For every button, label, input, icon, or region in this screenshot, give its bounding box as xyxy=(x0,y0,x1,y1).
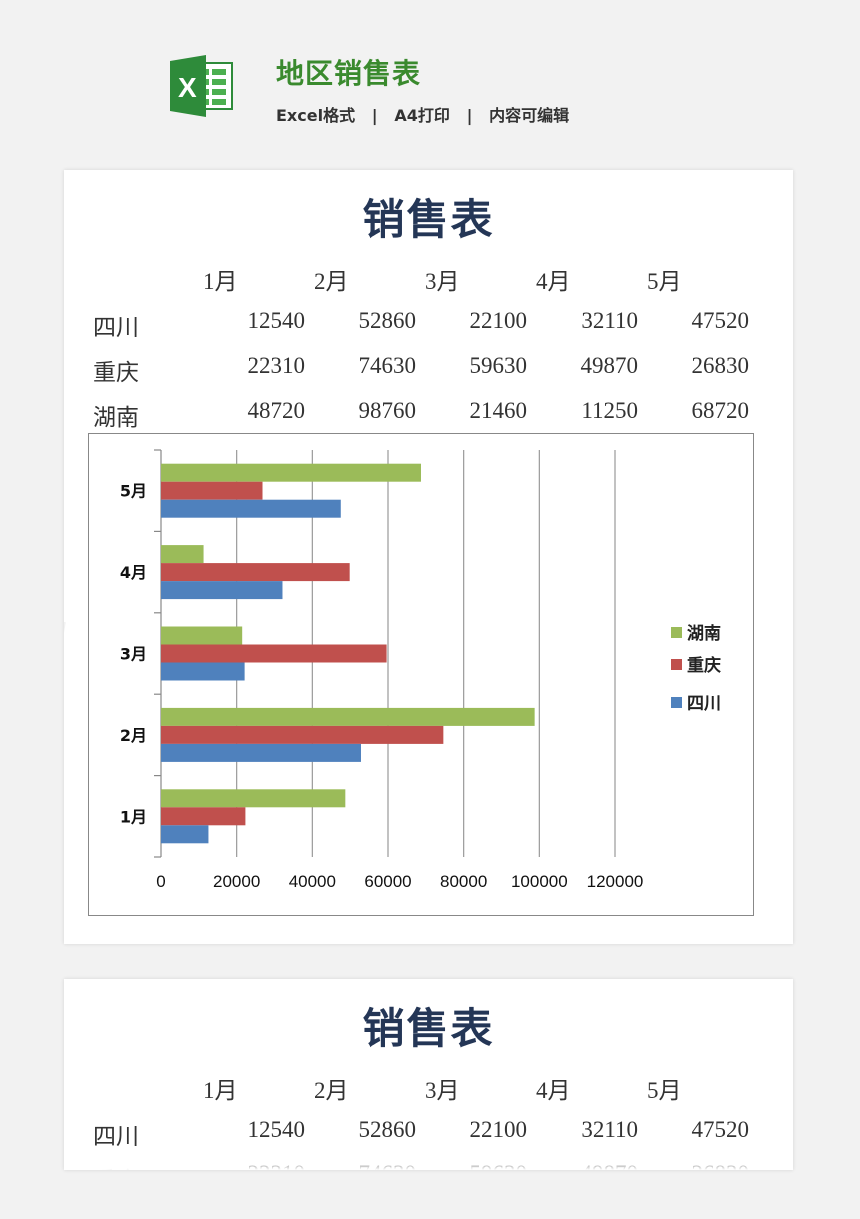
region-label: 四川 xyxy=(93,1124,139,1149)
table-cell: 48720 xyxy=(247,398,306,423)
page-header: X 地区销售表 Excel格式 | A4打印 | 内容可编辑 xyxy=(0,0,860,150)
month-header: 1月 xyxy=(203,1078,238,1103)
region-label: 湖南 xyxy=(93,405,139,430)
month-header: 1月 xyxy=(203,269,238,294)
table-cell: 52860 xyxy=(358,1117,417,1142)
table-cell: 22310 xyxy=(247,353,306,378)
bar-0-2 xyxy=(161,662,245,681)
sheet-title: 销售表 xyxy=(362,195,495,244)
legend-label: 重庆 xyxy=(687,655,721,676)
table-cell: 47520 xyxy=(691,1117,750,1142)
bar-1-1 xyxy=(161,725,444,744)
legend-swatch xyxy=(671,659,682,670)
bar-chart: 0 20000 40000 60000 80000 100000 120000 1月 2月 3月 4… xyxy=(88,433,754,916)
bar-0-0 xyxy=(161,825,209,844)
bar-1-2 xyxy=(161,644,387,663)
region-label: 重庆 xyxy=(93,360,139,385)
page-title: 地区销售表 xyxy=(276,57,422,90)
month-header: 3月 xyxy=(425,1078,460,1103)
month-header: 2月 xyxy=(314,1078,349,1103)
bar-1-3 xyxy=(161,563,350,582)
sheet-preview-2: 销售表 1月 2月 3月 4月 5月 四川 12540 52860 22100 … xyxy=(64,979,793,1170)
legend-label: 四川 xyxy=(687,694,721,714)
svg-text:X: X xyxy=(178,72,197,103)
month-header: 5月 xyxy=(647,1078,682,1103)
bar-1-4 xyxy=(161,481,263,500)
sheet-preview-1: ◇ 销售表 1月 2月 3月 4月 5月 四川 12540 52860 2210… xyxy=(64,170,793,944)
bar-2-1 xyxy=(161,707,535,726)
bar-0-1 xyxy=(161,743,361,762)
region-label: 四川 xyxy=(93,315,139,340)
bar-2-2 xyxy=(161,626,243,645)
y-category-label: 4月 xyxy=(120,563,147,582)
table-cell: 32110 xyxy=(581,308,638,333)
x-tick-label: 60000 xyxy=(364,872,411,891)
table-cell: 74630 xyxy=(358,353,417,378)
month-header: 3月 xyxy=(425,269,460,294)
x-tick-label: 80000 xyxy=(440,872,487,891)
table-cell: 12540 xyxy=(247,308,306,333)
table-cell: 32110 xyxy=(581,1117,638,1142)
bar-2-3 xyxy=(161,545,204,564)
sheet-title: 销售表 xyxy=(362,1004,495,1053)
table-cell: 11250 xyxy=(581,398,638,423)
bar-0-3 xyxy=(161,581,283,600)
table-cell: 52860 xyxy=(358,308,417,333)
bar-0-4 xyxy=(161,499,341,518)
y-category-label: 2月 xyxy=(120,726,147,745)
x-tick-label: 0 xyxy=(156,872,165,891)
table-cell: 98760 xyxy=(358,398,417,423)
x-tick-label: 20000 xyxy=(213,872,260,891)
bar-1-0 xyxy=(161,807,246,826)
y-category-label: 5月 xyxy=(120,482,147,501)
watermark: ◇ xyxy=(64,606,76,649)
legend-swatch xyxy=(671,697,682,708)
legend-label: 湖南 xyxy=(687,623,721,644)
month-header: 4月 xyxy=(536,1078,571,1103)
y-category-label: 3月 xyxy=(120,645,147,664)
excel-icon: X xyxy=(170,55,234,117)
bar-chart-svg: 0 20000 40000 60000 80000 100000 120000 1月 2月 3月 4… xyxy=(120,449,721,891)
x-tick-label: 100000 xyxy=(511,872,568,891)
x-tick-label: 120000 xyxy=(587,872,644,891)
table-cell: 59630 xyxy=(469,353,528,378)
table-cell: 21460 xyxy=(469,398,528,423)
table-cell: 12540 xyxy=(247,1117,306,1142)
month-header: 2月 xyxy=(314,269,349,294)
y-category-label: 1月 xyxy=(120,807,147,826)
format-info: Excel格式 | A4打印 | 内容可编辑 xyxy=(276,106,570,125)
table-cell: 49870 xyxy=(580,353,639,378)
bar-2-0 xyxy=(161,789,346,808)
month-header: 4月 xyxy=(536,269,571,294)
bar-2-4 xyxy=(161,463,421,482)
legend-swatch xyxy=(671,627,682,638)
table-cell: 68720 xyxy=(691,398,750,423)
table-cell: 26830 xyxy=(691,353,750,378)
fade-overlay xyxy=(64,1156,793,1170)
x-tick-label: 40000 xyxy=(289,872,336,891)
table-cell: 22100 xyxy=(469,308,528,333)
table-cell: 47520 xyxy=(691,308,750,333)
table-cell: 22100 xyxy=(469,1117,528,1142)
month-header: 5月 xyxy=(647,269,682,294)
